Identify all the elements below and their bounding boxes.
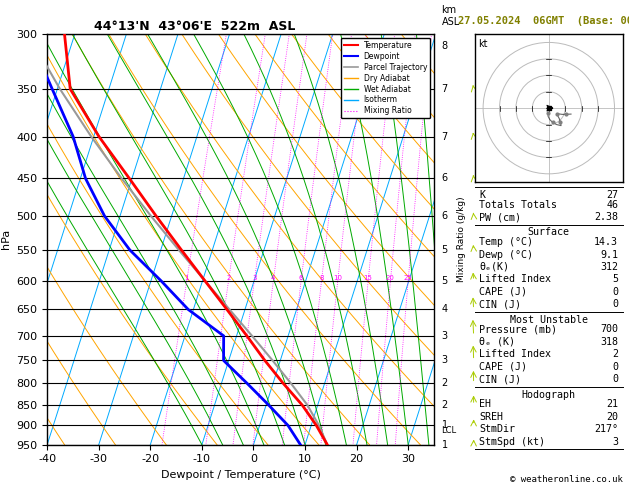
Text: StmSpd (kt): StmSpd (kt) bbox=[479, 437, 545, 447]
Text: 20: 20 bbox=[606, 412, 618, 422]
Text: 0: 0 bbox=[612, 299, 618, 310]
Text: CIN (J): CIN (J) bbox=[479, 299, 521, 310]
Text: Lifted Index: Lifted Index bbox=[479, 349, 552, 359]
Text: θₑ (K): θₑ (K) bbox=[479, 337, 515, 347]
Text: CAPE (J): CAPE (J) bbox=[479, 362, 527, 372]
Text: 0: 0 bbox=[612, 374, 618, 384]
Text: 3: 3 bbox=[612, 437, 618, 447]
Text: Most Unstable: Most Unstable bbox=[509, 314, 588, 325]
Text: 2: 2 bbox=[226, 275, 231, 281]
Text: 4: 4 bbox=[442, 305, 448, 314]
Text: 44°13'N  43°06'E  522m  ASL: 44°13'N 43°06'E 522m ASL bbox=[94, 20, 295, 33]
Text: Dewp (°C): Dewp (°C) bbox=[479, 249, 533, 260]
Text: K: K bbox=[479, 190, 486, 200]
Text: 2: 2 bbox=[442, 400, 448, 410]
Text: 27.05.2024  06GMT  (Base: 00): 27.05.2024 06GMT (Base: 00) bbox=[458, 16, 629, 26]
Text: 5: 5 bbox=[442, 276, 448, 286]
Text: CAPE (J): CAPE (J) bbox=[479, 287, 527, 297]
Text: 10: 10 bbox=[333, 275, 342, 281]
Text: 9.1: 9.1 bbox=[600, 249, 618, 260]
Text: 7: 7 bbox=[442, 132, 448, 141]
Text: Surface: Surface bbox=[528, 227, 570, 237]
Text: 3: 3 bbox=[442, 331, 448, 341]
Text: 5: 5 bbox=[442, 245, 448, 255]
Legend: Temperature, Dewpoint, Parcel Trajectory, Dry Adiabat, Wet Adiabat, Isotherm, Mi: Temperature, Dewpoint, Parcel Trajectory… bbox=[341, 38, 430, 119]
Text: 6: 6 bbox=[442, 211, 448, 221]
Y-axis label: hPa: hPa bbox=[1, 229, 11, 249]
Text: Lifted Index: Lifted Index bbox=[479, 275, 552, 284]
Text: Temp (°C): Temp (°C) bbox=[479, 237, 533, 247]
Text: LCL: LCL bbox=[442, 426, 457, 434]
Text: 3: 3 bbox=[442, 355, 448, 365]
Text: 217°: 217° bbox=[594, 424, 618, 434]
Text: 0: 0 bbox=[612, 287, 618, 297]
Text: 8: 8 bbox=[442, 41, 448, 51]
Text: 7: 7 bbox=[442, 84, 448, 94]
Text: 5: 5 bbox=[612, 275, 618, 284]
Text: 6: 6 bbox=[299, 275, 303, 281]
Text: StmDir: StmDir bbox=[479, 424, 515, 434]
Text: 2: 2 bbox=[612, 349, 618, 359]
Text: EH: EH bbox=[479, 399, 491, 409]
Text: CIN (J): CIN (J) bbox=[479, 374, 521, 384]
Text: Hodograph: Hodograph bbox=[522, 390, 576, 399]
Text: 318: 318 bbox=[600, 337, 618, 347]
Text: 14.3: 14.3 bbox=[594, 237, 618, 247]
Text: PW (cm): PW (cm) bbox=[479, 212, 521, 222]
X-axis label: Dewpoint / Temperature (°C): Dewpoint / Temperature (°C) bbox=[160, 470, 321, 480]
Text: Pressure (mb): Pressure (mb) bbox=[479, 324, 557, 334]
Text: 8: 8 bbox=[320, 275, 324, 281]
Text: kt: kt bbox=[478, 39, 487, 49]
Text: 0: 0 bbox=[612, 362, 618, 372]
Text: 6: 6 bbox=[442, 174, 448, 184]
Text: 4: 4 bbox=[271, 275, 276, 281]
Text: 1: 1 bbox=[184, 275, 189, 281]
Text: 2.38: 2.38 bbox=[594, 212, 618, 222]
Text: 2: 2 bbox=[442, 379, 448, 388]
Text: SREH: SREH bbox=[479, 412, 503, 422]
Text: θₑ(K): θₑ(K) bbox=[479, 262, 509, 272]
Text: 3: 3 bbox=[252, 275, 257, 281]
Text: 312: 312 bbox=[600, 262, 618, 272]
Text: 46: 46 bbox=[606, 200, 618, 209]
Text: © weatheronline.co.uk: © weatheronline.co.uk bbox=[510, 474, 623, 484]
Text: 25: 25 bbox=[404, 275, 413, 281]
Text: 700: 700 bbox=[600, 324, 618, 334]
Text: 1: 1 bbox=[442, 420, 448, 431]
Text: 27: 27 bbox=[606, 190, 618, 200]
Text: 1: 1 bbox=[442, 440, 448, 450]
Text: Mixing Ratio (g/kg): Mixing Ratio (g/kg) bbox=[457, 196, 466, 282]
Text: Totals Totals: Totals Totals bbox=[479, 200, 557, 209]
Text: 20: 20 bbox=[386, 275, 395, 281]
Text: 15: 15 bbox=[364, 275, 372, 281]
Text: km
ASL: km ASL bbox=[442, 5, 460, 27]
Text: 21: 21 bbox=[606, 399, 618, 409]
